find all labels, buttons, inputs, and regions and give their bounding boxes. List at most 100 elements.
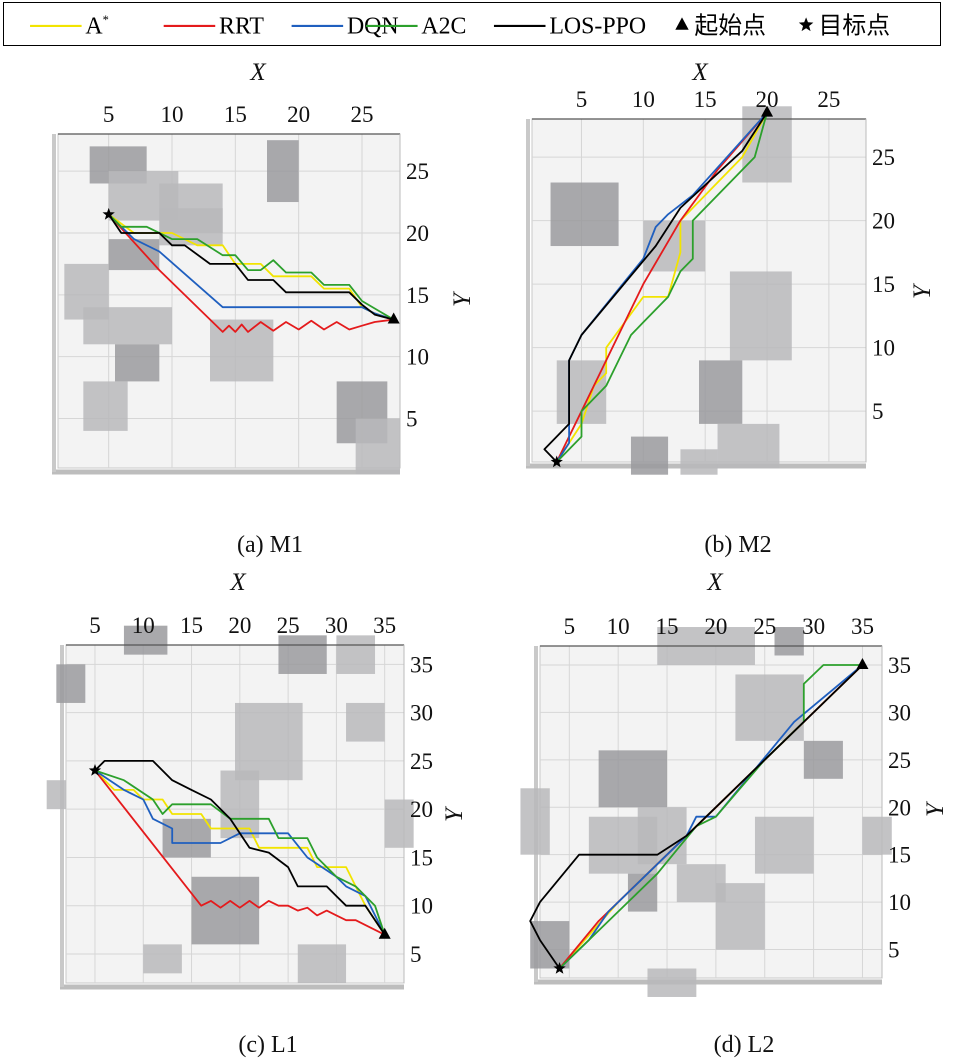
obstacle [729, 271, 792, 361]
start-marker [387, 312, 400, 324]
obstacle [676, 864, 726, 903]
x-tick-label: 15 [656, 614, 679, 639]
x-tick-label: 5 [564, 614, 576, 639]
y-tick-label: 10 [888, 890, 911, 915]
obstacle [774, 627, 804, 656]
y-axis-label: Y [922, 800, 949, 817]
obstacle [278, 635, 327, 674]
series-line-los-ppo [107, 213, 394, 321]
y-tick-label: 25 [410, 749, 433, 774]
obstacle [267, 140, 299, 203]
y-tick-label: 20 [410, 797, 433, 822]
obstacle [297, 944, 347, 983]
obstacle [643, 220, 706, 272]
legend-label: A2C [421, 14, 466, 40]
legend-label: 目标点 [819, 13, 891, 40]
subplot-caption: (a) M1 [237, 532, 303, 558]
obstacle [56, 664, 86, 703]
legend-item-rrt: RRT [163, 14, 264, 40]
obstacle [630, 436, 669, 475]
legend-item--: 起始点 [675, 13, 766, 40]
y-tick-label: 15 [410, 845, 433, 870]
obstacle [735, 674, 804, 741]
x-axis-label: X [706, 569, 724, 596]
y-tick-label: 15 [888, 843, 911, 868]
obstacle [355, 418, 400, 475]
x-tick-label: 35 [851, 614, 874, 639]
legend-label: LOS-PPO [549, 14, 646, 40]
obstacle [108, 239, 160, 271]
x-tick-label: 10 [161, 102, 184, 127]
x-tick-label: 25 [753, 614, 776, 639]
subplot-caption: (d) L2 [714, 1032, 775, 1058]
subplot-caption: (b) M2 [704, 532, 771, 558]
obstacle [680, 449, 718, 475]
legend-label: RRT [219, 14, 264, 40]
legend-start-marker [675, 17, 689, 30]
legend: A* RRT DQN A2C LOS-PPO 起始点 目标点 [3, 2, 941, 46]
obstacle [803, 740, 843, 779]
obstacle [346, 702, 385, 742]
y-tick-label: 5 [410, 942, 422, 967]
x-tick-label: 20 [704, 614, 727, 639]
obstacle [520, 788, 550, 855]
y-tick-label: 5 [888, 938, 900, 963]
obstacles [64, 140, 400, 475]
x-tick-label: 10 [607, 614, 630, 639]
legend-item-a2c: A2C [366, 14, 466, 40]
y-tick-label: 10 [406, 345, 429, 370]
y-tick-label: 20 [872, 209, 895, 234]
x-tick-label: 30 [325, 613, 348, 638]
y-tick-label: 20 [888, 795, 911, 820]
y-tick-label: 15 [872, 272, 895, 297]
y-tick-label: 25 [406, 159, 429, 184]
x-tick-label: 10 [132, 613, 155, 638]
x-axis-label: X [691, 59, 709, 86]
y-tick-label: 5 [406, 407, 418, 432]
series-line-a- [94, 769, 386, 936]
y-axis-label: Y [909, 282, 936, 299]
y-tick-label: 25 [872, 145, 895, 170]
y-tick-label: 25 [888, 748, 911, 773]
y-tick-label: 15 [406, 283, 429, 308]
legend-goal-marker [798, 17, 814, 32]
series-line-dqn [94, 769, 386, 936]
obstacle [588, 816, 658, 874]
obstacle [115, 344, 160, 382]
x-axis-label: X [249, 59, 267, 86]
series-line-los-ppo [543, 112, 768, 463]
x-tick-label: 25 [277, 613, 300, 638]
y-tick-label: 20 [406, 221, 429, 246]
series-line-a2c [556, 112, 768, 463]
start-marker [761, 105, 774, 117]
obstacle [862, 816, 892, 855]
x-tick-label: 15 [694, 87, 717, 112]
x-tick-label: 20 [287, 102, 310, 127]
obstacle [159, 183, 223, 233]
series-line-los-ppo [529, 664, 864, 970]
x-tick-label: 10 [632, 87, 655, 112]
y-axis-label: Y [449, 290, 476, 307]
obstacle [143, 944, 182, 974]
obstacle [647, 968, 697, 997]
y-tick-label: 10 [872, 336, 895, 361]
series-line-a2c [94, 769, 386, 935]
subplot-caption: (c) L1 [238, 1032, 297, 1058]
goal-marker [102, 207, 115, 220]
goal-marker [550, 455, 563, 468]
obstacle [162, 818, 211, 858]
subplot-3: 5 10 15 20 25 30 35 5 10 15 20 25 30 35 X Y (c) L1 [46, 569, 468, 1058]
x-tick-label: 5 [89, 613, 101, 638]
x-tick-label: 20 [756, 87, 779, 112]
obstacle [235, 702, 303, 781]
x-tick-label: 15 [224, 102, 247, 127]
y-tick-label: 5 [872, 399, 884, 424]
series-line-rrt [108, 213, 394, 333]
subplot-4: 5 10 15 20 25 30 35 5 10 15 20 25 30 35 X Y (d) L2 [520, 569, 949, 1058]
x-tick-label: 15 [180, 613, 203, 638]
subplot-2: 5 10 15 20 25 5 10 15 20 25 X Y (b) M2 [526, 59, 936, 558]
obstacle [384, 799, 414, 848]
series-line-rrt [94, 769, 386, 936]
obstacle [598, 750, 668, 808]
